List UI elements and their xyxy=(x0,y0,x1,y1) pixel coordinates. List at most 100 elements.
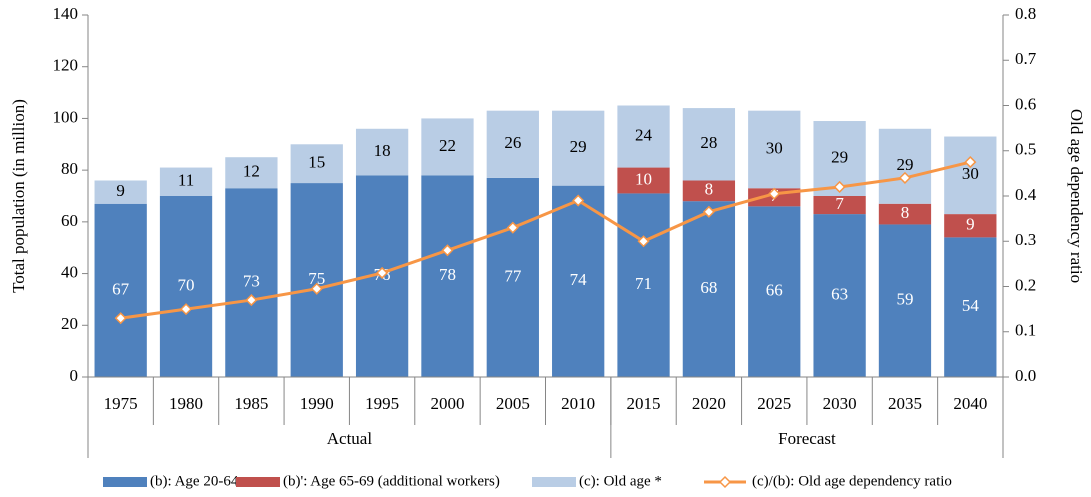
bar-segment xyxy=(617,105,670,168)
y-tick-label: 140 xyxy=(53,4,79,23)
bar-segment xyxy=(94,203,147,377)
x-tick-label: 2035 xyxy=(888,394,922,413)
data-label: 68 xyxy=(700,278,717,297)
line-marker xyxy=(637,235,650,248)
data-label: 8 xyxy=(705,180,714,199)
bar-segment xyxy=(552,185,605,377)
bar-segment xyxy=(682,201,736,377)
line-marker xyxy=(179,303,193,316)
y-tick-label: 60 xyxy=(61,211,78,230)
line-marker xyxy=(245,294,258,307)
x-tick-label: 2010 xyxy=(561,394,595,413)
y2-tick-label: 0.8 xyxy=(1015,4,1036,23)
bar-segment xyxy=(944,237,997,377)
data-label: 8 xyxy=(901,203,910,222)
data-label: 12 xyxy=(243,162,260,181)
legend-marker xyxy=(718,475,732,489)
bar-segment xyxy=(421,175,474,377)
bar-segment xyxy=(225,188,278,377)
bar-segment xyxy=(944,136,997,215)
data-label: 30 xyxy=(962,164,979,183)
legend-label: (b)': Age 65-69 (additional workers) xyxy=(283,473,500,489)
data-label: 18 xyxy=(374,141,391,160)
x-tick-label: 2025 xyxy=(757,394,791,413)
y-tick-label: 120 xyxy=(53,56,79,75)
legend-label: (b): Age 20-64 xyxy=(150,473,239,489)
y-tick-label: 0 xyxy=(70,366,79,385)
legend-label: (c): Old age * xyxy=(579,473,662,489)
bar-segment xyxy=(617,193,670,377)
data-label: 22 xyxy=(439,136,456,155)
bar-segment xyxy=(159,196,213,377)
line-marker xyxy=(898,171,912,184)
data-label: 78 xyxy=(439,265,456,284)
data-label: 28 xyxy=(700,133,717,152)
y2-tick-label: 0.1 xyxy=(1015,321,1036,340)
line-marker xyxy=(964,156,977,169)
bar-segment xyxy=(94,180,147,204)
data-label: 30 xyxy=(766,138,783,157)
data-label: 7 xyxy=(835,194,844,213)
bar-segment xyxy=(552,110,605,186)
x-tick-label: 1990 xyxy=(300,394,334,413)
x-tick-label: 2040 xyxy=(953,394,987,413)
bar-segment xyxy=(748,110,801,189)
bar-segment xyxy=(813,196,866,215)
data-label: 29 xyxy=(570,137,587,156)
y-tick-label: 40 xyxy=(61,262,78,281)
data-label: 63 xyxy=(831,284,848,303)
x-tick-label: 1995 xyxy=(365,394,399,413)
data-label: 71 xyxy=(635,274,652,293)
y2-tick-label: 0.5 xyxy=(1015,140,1036,159)
data-label: 66 xyxy=(766,281,783,300)
data-label: 73 xyxy=(243,272,260,291)
group-label: Actual xyxy=(327,429,373,448)
y2-tick-label: 0.3 xyxy=(1015,230,1036,249)
data-label: 29 xyxy=(831,147,848,166)
bar-segment xyxy=(486,177,539,377)
data-label: 54 xyxy=(962,296,980,315)
bar-segment xyxy=(225,157,278,189)
bar-segment xyxy=(159,167,213,196)
data-label: 11 xyxy=(178,171,194,190)
y-axis-title: Total population (in million) xyxy=(9,99,28,293)
data-label: 75 xyxy=(308,269,325,288)
y-tick-label: 20 xyxy=(61,314,78,333)
bar-segment xyxy=(617,167,670,194)
bar-segment xyxy=(878,128,932,204)
legend-swatch xyxy=(532,477,576,487)
bar-segment xyxy=(682,180,736,202)
x-tick-label: 2020 xyxy=(692,394,726,413)
x-tick-label: 1975 xyxy=(104,394,138,413)
line-marker xyxy=(114,312,127,325)
bar-segment xyxy=(421,118,474,176)
data-label: 24 xyxy=(635,125,653,144)
y-tick-label: 100 xyxy=(53,107,79,126)
legend-swatch xyxy=(103,477,147,487)
y-tick-label: 80 xyxy=(61,159,78,178)
line-marker xyxy=(310,282,323,295)
data-label: 15 xyxy=(308,153,325,172)
data-label: 77 xyxy=(504,266,522,285)
line-marker xyxy=(702,205,715,218)
data-label: 9 xyxy=(966,215,975,234)
bar-segment xyxy=(290,144,343,184)
x-tick-label: 2015 xyxy=(627,394,661,413)
bar-segment xyxy=(813,214,866,377)
ratio-line xyxy=(120,160,971,320)
bar-segment xyxy=(486,110,539,178)
y2-tick-label: 0.6 xyxy=(1015,94,1036,113)
data-label: 74 xyxy=(570,270,588,289)
bar-segment xyxy=(878,224,932,377)
line-marker xyxy=(506,221,519,234)
line-marker xyxy=(572,194,585,207)
x-tick-label: 1985 xyxy=(234,394,268,413)
bar-segment xyxy=(878,203,932,225)
y2-tick-label: 0.4 xyxy=(1015,185,1037,204)
legend-label: (c)/(b): Old age dependency ratio xyxy=(752,473,952,489)
x-tick-label: 2030 xyxy=(823,394,857,413)
y2-tick-label: 0.0 xyxy=(1015,366,1036,385)
line-marker xyxy=(833,180,846,194)
bar-segment xyxy=(682,108,736,181)
data-label: 26 xyxy=(504,133,521,152)
